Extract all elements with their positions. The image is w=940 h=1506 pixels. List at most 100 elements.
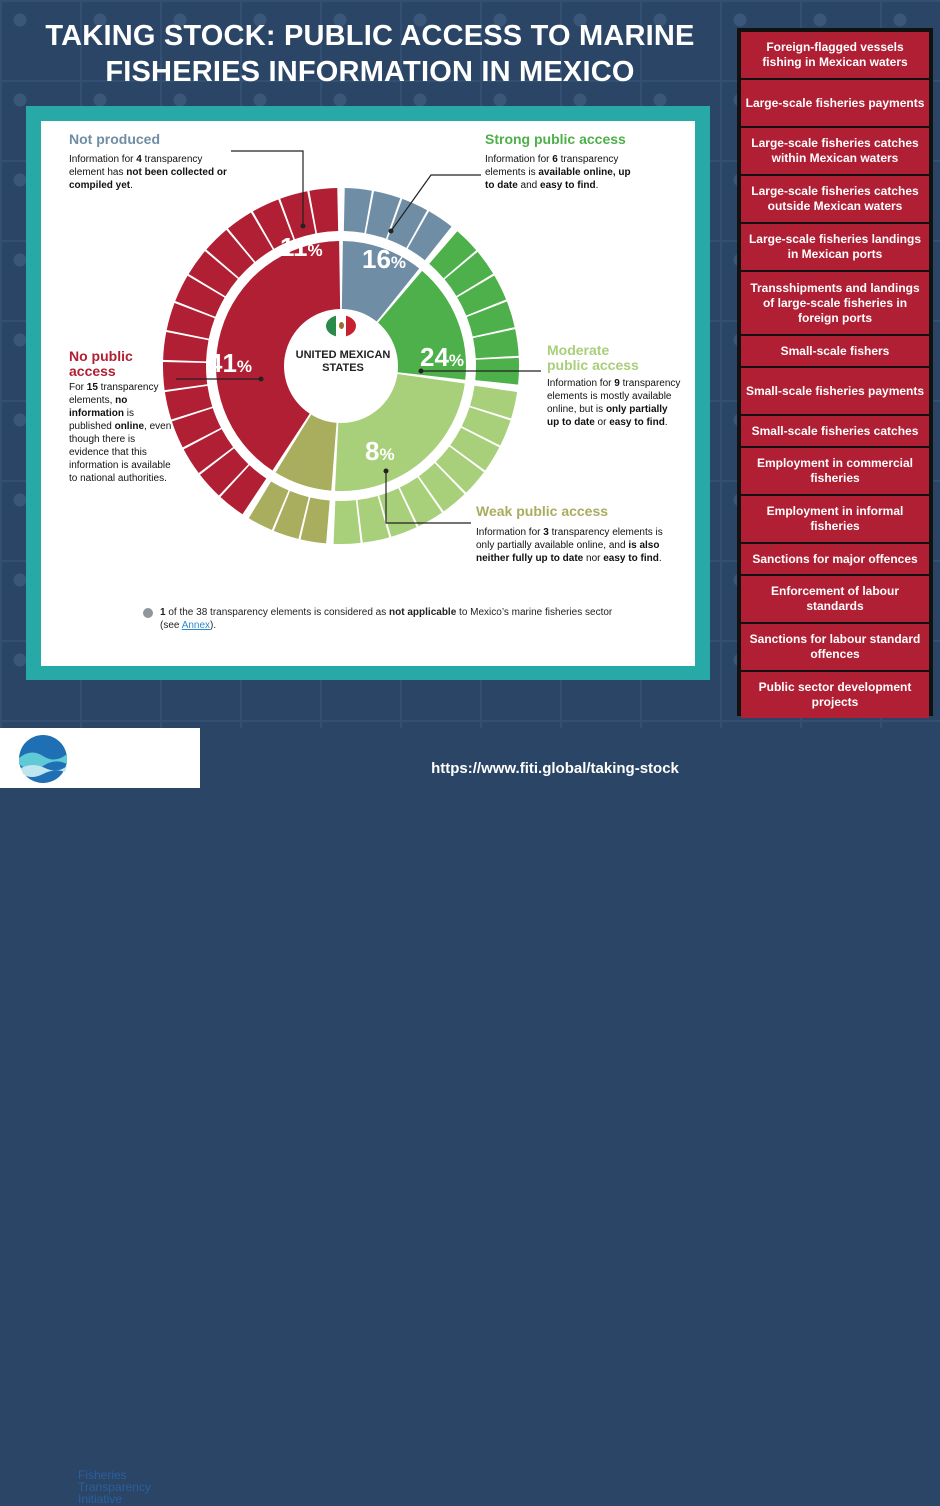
- pct-label-weak: 8%: [365, 436, 395, 466]
- desc-fragment: , even though there is evidence that thi…: [69, 421, 172, 484]
- desc-fragment: transparency elements is mostly availabl…: [547, 378, 681, 415]
- not-applicable-note: 1 of the 38 transparency elements is con…: [160, 607, 613, 631]
- desc-fragment: 4: [136, 154, 142, 165]
- pct-label-none: 41%: [208, 348, 253, 378]
- outer-ring-segment-moderate: [450, 427, 500, 471]
- desc-fragment: transparency element has: [69, 154, 203, 178]
- outer-ring-segment-not-produced: [343, 188, 372, 234]
- footer-url[interactable]: https://www.fiti.global/taking-stock: [431, 760, 679, 777]
- label-not-produced-head: Not produced: [69, 131, 160, 147]
- annex-link[interactable]: Annex: [181, 620, 211, 631]
- outer-ring-segment-none: [227, 212, 273, 262]
- desc-fragment: transparency elements is: [485, 154, 619, 178]
- desc-fragment: nor: [583, 553, 604, 564]
- page-title: TAKING STOCK: PUBLIC ACCESS TO MARINE FI…: [45, 20, 695, 88]
- desc-fragment: transparency elements is only partially …: [476, 527, 663, 551]
- outer-ring-segment-none: [175, 275, 225, 317]
- fiti-wave-logo-icon: [19, 735, 67, 783]
- label-none-head: No public access: [69, 348, 133, 379]
- outer-ring-segment-strong: [457, 275, 507, 316]
- fiti-logo: Fisheries Transparency Initiative: [0, 728, 200, 1505]
- element-item: Public sector development projects: [741, 672, 929, 718]
- outer-ring-segment-none: [200, 448, 249, 496]
- outer-ring-segment-none: [206, 229, 255, 278]
- element-item: Large-scale fisheries catches within Mex…: [741, 128, 929, 174]
- desc-fragment: Information for: [485, 154, 553, 165]
- outer-ring-segment-none: [309, 188, 339, 234]
- outer-ring-segment-moderate: [333, 500, 361, 544]
- desc-fragment: easy to find: [540, 180, 596, 191]
- logo-line-1: Fisheries: [78, 1468, 127, 1482]
- outer-ring-segment-none: [166, 303, 215, 339]
- element-item: Foreign-flagged vessels fishing in Mexic…: [741, 32, 929, 78]
- outer-ring-segment-strong: [473, 329, 519, 359]
- element-item: Small-scale fisheries catches: [741, 416, 929, 446]
- desc-fragment: is also neither fully up to date: [476, 540, 660, 564]
- desc-fragment: Information for: [476, 527, 544, 538]
- outer-ring-segment-strong: [466, 301, 515, 337]
- desc-fragment: 6: [552, 154, 558, 165]
- label-strong-desc: Information for 6 transparency elements …: [485, 153, 635, 192]
- donut-center: [286, 311, 396, 421]
- element-item: Transshipments and landings of large-sca…: [741, 272, 929, 334]
- outer-ring-segment-not-produced: [407, 211, 452, 261]
- donut-slice-not-produced: [341, 241, 420, 322]
- desc-fragment: transparency elements,: [69, 382, 159, 406]
- leader-dot-weak: [383, 468, 389, 474]
- outer-ring-segment-none: [164, 385, 213, 420]
- element-item: Employment in commercial fisheries: [741, 448, 929, 494]
- desc-fragment: easy to find: [609, 417, 665, 428]
- outer-ring-segment-none: [280, 191, 316, 240]
- desc-fragment: For: [69, 382, 87, 393]
- desc-fragment: .: [130, 180, 133, 191]
- logo-line-3: Initiative: [78, 1492, 123, 1506]
- desc-fragment: Information for: [69, 154, 137, 165]
- leader-dot-moderate: [418, 368, 424, 374]
- outer-ring-segment-strong: [444, 251, 494, 296]
- pct-label-moderate: 24%: [420, 342, 465, 372]
- elements-list: Foreign-flagged vessels fishing in Mexic…: [737, 28, 933, 718]
- donut-slice-none: [216, 241, 341, 471]
- desc-fragment: Information for: [547, 378, 615, 389]
- mexico-flag-icon: [326, 315, 356, 337]
- outer-ring-segment-none: [163, 362, 208, 391]
- desc-fragment: .: [658, 553, 662, 564]
- element-item: Enforcement of labour standards: [741, 576, 929, 622]
- element-item: Large-scale fisheries payments: [741, 80, 929, 126]
- donut-slice-strong: [377, 270, 466, 380]
- outer-ring-segment-none: [163, 332, 209, 362]
- outer-ring-segment-none: [183, 429, 234, 473]
- label-weak-head: Weak public access: [476, 503, 609, 519]
- desc-fragment: only partially up to date: [547, 404, 668, 428]
- element-item: Sanctions for major offences: [741, 544, 929, 574]
- desc-fragment: online: [114, 421, 145, 432]
- desc-fragment: 3: [543, 527, 549, 538]
- label-not-produced-desc: Information for 4 transparency element h…: [69, 153, 234, 192]
- desc-fragment: .: [664, 417, 668, 428]
- outer-ring-segment-not-produced: [366, 191, 401, 239]
- outer-ring-segment-moderate: [379, 488, 417, 537]
- desc-fragment: is published: [69, 408, 134, 432]
- outer-ring-segment-weak: [273, 491, 309, 539]
- element-item: Employment in informal fisheries: [741, 496, 929, 542]
- outer-ring-segment-moderate: [399, 477, 442, 527]
- desc-fragment: no information: [69, 395, 128, 419]
- outer-ring-segment-moderate: [461, 407, 511, 446]
- outer-ring-segment-none: [188, 251, 238, 297]
- donut-slice-moderate: [335, 373, 465, 491]
- pct-label-not-produced: 11%: [280, 232, 323, 262]
- desc-fragment: easy to find: [603, 553, 659, 564]
- outer-ring-segment-none: [220, 465, 267, 515]
- outer-ring-segment-weak: [300, 497, 330, 544]
- label-moderate-desc: Information for 9 transparency elements …: [547, 377, 682, 429]
- desc-fragment: 15: [86, 382, 98, 393]
- donut-slice-weak: [275, 414, 337, 491]
- leader-dot-strong: [388, 228, 394, 234]
- donut-chart: [163, 150, 541, 544]
- leader-line-strong: [390, 174, 481, 232]
- pct-label-strong: 16%: [362, 244, 407, 274]
- desc-fragment: available online, up to date: [485, 167, 631, 191]
- label-none-desc: For 15 transparency elements, no informa…: [69, 381, 174, 485]
- outer-ring-segment-strong: [429, 231, 477, 279]
- leader-line-not-produced: [231, 150, 304, 226]
